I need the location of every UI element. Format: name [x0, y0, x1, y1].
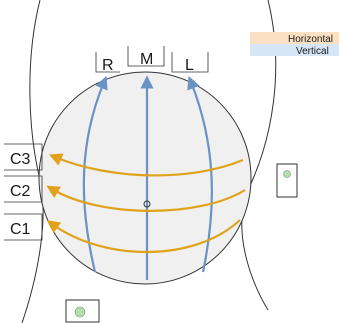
center-point-icon — [143, 200, 151, 208]
label-box-c3: C3 — [4, 143, 43, 171]
label-r: R — [102, 57, 114, 74]
globe — [38, 71, 252, 285]
label-c2: C2 — [10, 183, 31, 200]
label-box-l: L — [171, 52, 209, 74]
horizontal-arrow-c1 — [46, 219, 241, 254]
horizontal-arrow-c2 — [46, 185, 246, 212]
label-box-c2: C2 — [4, 175, 43, 203]
legend-swatch-horizontal — [250, 32, 339, 44]
label-box-r: R — [95, 52, 120, 74]
label-m: M — [140, 51, 153, 68]
legend-swatch-vertical — [250, 44, 339, 56]
legend-label-vertical: Vertical — [296, 46, 329, 57]
label-c3: C3 — [10, 151, 31, 168]
legend: Horizontal Vertical — [250, 32, 339, 57]
marker-box-icon — [65, 299, 100, 323]
legend-label-horizontal: Horizontal — [288, 34, 333, 45]
vertical-arrow-l — [187, 75, 213, 273]
label-box-m: M — [127, 46, 165, 68]
label-box-c1: C1 — [4, 213, 43, 241]
label-l: L — [185, 57, 194, 74]
horizontal-arrow-c3 — [48, 153, 244, 177]
label-c1: C1 — [10, 221, 31, 238]
vertical-arrow-r — [82, 75, 108, 273]
marker-box-icon — [276, 163, 298, 198]
